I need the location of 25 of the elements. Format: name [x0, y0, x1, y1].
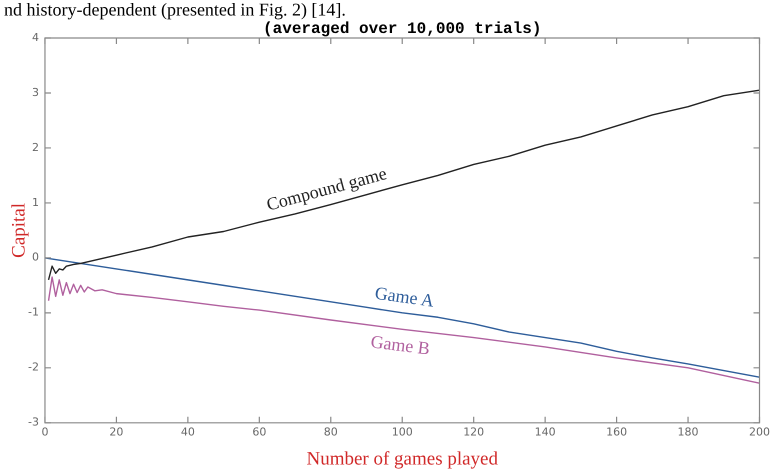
- y-tick-label: -1: [28, 306, 39, 319]
- y-axis-title: Capital: [8, 202, 30, 258]
- y-tick-label: 2: [32, 140, 39, 154]
- x-tick-label: 200: [749, 425, 770, 438]
- x-axis-title: Number of games played: [306, 448, 498, 470]
- x-tick-label: 60: [252, 425, 266, 438]
- text: nd history-dependent (presented in Fig. 2) [14].: [4, 0, 346, 20]
- y-tick-label: -2: [28, 360, 39, 374]
- y-tick-label: 4: [32, 30, 39, 44]
- y-tick-label: 0: [32, 250, 39, 264]
- x-tick-label: 160: [606, 425, 628, 438]
- y-tick-label: 1: [32, 196, 39, 209]
- chart-title: (averaged over 10,000 trials): [263, 20, 542, 38]
- y-tick-label: -3: [28, 416, 39, 429]
- text: Game B: [370, 331, 432, 359]
- x-tick-label: 80: [324, 425, 338, 438]
- text: Game A: [374, 282, 436, 311]
- x-tick-label: 180: [678, 425, 699, 438]
- x-tick-label: 20: [109, 425, 124, 438]
- x-tick-label: 140: [534, 425, 556, 438]
- x-tick-label: 0: [41, 425, 48, 438]
- x-tick-label: 100: [392, 425, 413, 438]
- x-tick-label: 40: [180, 425, 195, 438]
- x-tick-label: 120: [463, 425, 484, 438]
- y-tick-label: 3: [32, 86, 39, 99]
